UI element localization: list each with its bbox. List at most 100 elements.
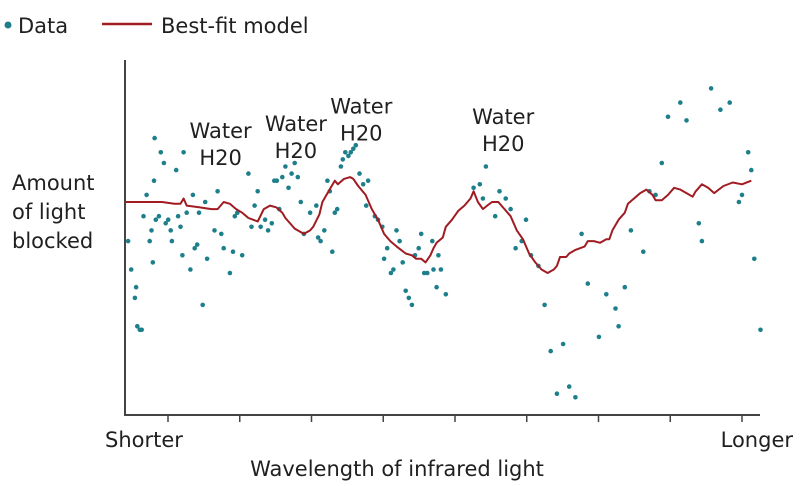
data-point (492, 213, 498, 219)
data-point (758, 327, 763, 333)
data-point (443, 292, 449, 297)
data-point (219, 231, 224, 237)
annotation-line-h20: H20 (199, 146, 242, 170)
data-point (338, 164, 344, 169)
annotation-line-h20: H20 (340, 121, 383, 145)
data-point (434, 284, 439, 290)
data-point (394, 228, 399, 233)
data-point (438, 267, 444, 272)
data-point (325, 178, 330, 183)
data-point (149, 228, 154, 233)
data-point (165, 217, 171, 222)
annotation-line-water: Water (265, 112, 327, 136)
data-point (156, 213, 162, 219)
data-point (397, 238, 402, 244)
annotation-line-water: Water (190, 119, 252, 143)
data-point (431, 267, 436, 272)
data-point (180, 253, 185, 258)
data-point (752, 256, 757, 262)
data-point (727, 100, 732, 105)
data-point (340, 157, 346, 162)
data-point (286, 185, 291, 191)
x-axis-label: Wavelength of infrared light (250, 457, 544, 481)
data-point (708, 86, 714, 91)
x-tick-label-shorter: Shorter (105, 428, 183, 452)
data-point (128, 267, 134, 272)
data-point (194, 242, 200, 247)
data-point (169, 238, 175, 244)
data-point (161, 160, 167, 166)
data-point (678, 100, 683, 105)
data-point (477, 182, 483, 187)
data-point (554, 391, 560, 397)
data-point (736, 199, 742, 205)
data-point (416, 245, 422, 251)
data-point (132, 295, 138, 301)
data-point (252, 203, 257, 208)
data-point (227, 270, 233, 276)
data-point (596, 334, 602, 340)
data-point (480, 196, 486, 201)
data-point (153, 217, 159, 222)
data-point (192, 245, 197, 251)
data-point (280, 174, 285, 180)
data-point (246, 171, 251, 176)
x-tick-label-longer: Longer (721, 428, 794, 452)
data-point (175, 213, 181, 219)
data-point (343, 150, 348, 155)
data-point (181, 150, 186, 155)
data-point (314, 203, 319, 208)
data-point (135, 324, 140, 329)
y-axis-label-line-3: blocked (12, 229, 93, 253)
data-point (348, 150, 354, 155)
legend-data-label: Data (18, 14, 68, 38)
data-point (542, 302, 547, 308)
data-point (418, 231, 424, 237)
legend-model-label: Best-fit model (161, 14, 309, 38)
data-point (150, 260, 156, 265)
data-point (269, 221, 275, 226)
data-point (391, 267, 396, 272)
data-point (283, 164, 288, 169)
data-point (298, 199, 304, 205)
data-point (365, 178, 371, 183)
data-point (745, 150, 751, 155)
data-point (604, 292, 609, 297)
data-point (425, 270, 430, 276)
data-point (739, 192, 745, 198)
data-point (653, 192, 658, 198)
data-point (334, 206, 340, 212)
data-point (573, 395, 578, 400)
data-point (585, 281, 591, 286)
data-point (471, 185, 476, 191)
data-point (265, 228, 271, 233)
data-point (696, 221, 702, 226)
data-point (173, 167, 179, 173)
data-point (332, 210, 338, 215)
data-point (381, 256, 387, 262)
data-point (579, 231, 584, 237)
data-point (258, 224, 264, 230)
data-point (230, 249, 236, 254)
y-axis-label-line-1: Amount (12, 171, 95, 195)
data-point (360, 182, 366, 187)
data-point (144, 192, 149, 198)
data-point (659, 160, 665, 166)
data-points (125, 86, 763, 400)
data-point (139, 327, 144, 333)
data-point (249, 224, 254, 230)
annotations: Water H20 Water H20 Water H20 Water H20 (190, 94, 535, 170)
data-point (346, 153, 351, 159)
data-point (141, 213, 146, 219)
data-point (292, 160, 298, 166)
data-point (190, 192, 196, 198)
annotation-line-h20: H20 (482, 132, 525, 156)
data-point (351, 146, 356, 152)
data-point (315, 235, 321, 240)
data-point (178, 224, 183, 230)
data-point (221, 245, 226, 251)
annotation-water-h2o: Water H20 (190, 119, 252, 170)
data-point (548, 348, 553, 354)
x-axis-ticks (167, 415, 743, 422)
y-axis-label-line-2: of light (12, 200, 85, 224)
